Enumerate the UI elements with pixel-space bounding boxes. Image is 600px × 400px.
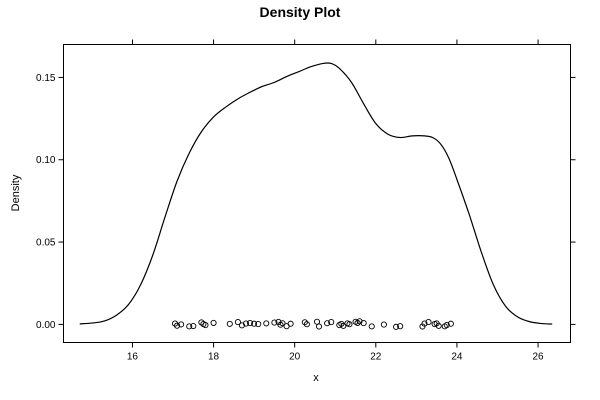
rug-point: [346, 321, 353, 328]
rug-point: [443, 321, 450, 329]
rug-point: [210, 319, 217, 326]
rug-point: [447, 320, 454, 327]
x-tick-label: 26: [532, 352, 544, 363]
rug-point: [255, 321, 262, 328]
rug-point: [178, 321, 185, 328]
rug-point: [397, 323, 404, 330]
rug-points: [171, 318, 454, 330]
x-tick-label: 20: [289, 352, 301, 363]
rug-point: [360, 320, 367, 327]
y-tick-label: 0.15: [36, 73, 56, 84]
plot-frame: [63, 44, 571, 343]
chart-title: Density Plot: [260, 4, 341, 20]
x-axis: 16 18 20 22 24 26: [127, 39, 544, 363]
rug-point: [190, 322, 197, 330]
density-curve: [79, 62, 553, 325]
y-axis: 0.00 0.05 0.10 0.15: [36, 73, 576, 331]
x-axis-label: x: [313, 372, 319, 384]
x-tick-label: 24: [451, 352, 463, 363]
rug-point: [315, 323, 323, 330]
y-tick-label: 0.10: [36, 155, 56, 166]
rug-point: [263, 320, 270, 327]
y-tick-label: 0.05: [36, 238, 56, 249]
rug-point: [279, 320, 286, 327]
x-tick-label: 18: [208, 352, 220, 363]
rug-point: [202, 321, 209, 329]
rug-point: [380, 321, 387, 328]
rug-point: [393, 323, 400, 330]
rug-point: [247, 320, 254, 327]
y-tick-label: 0.00: [36, 320, 56, 331]
rug-point: [287, 320, 294, 327]
rug-point: [174, 322, 181, 329]
rug-point: [303, 321, 310, 328]
rug-point: [425, 319, 432, 326]
rug-point: [368, 323, 375, 330]
rug-point: [234, 319, 241, 326]
rug-point: [338, 320, 345, 327]
x-tick-label: 16: [127, 352, 139, 363]
rug-point: [226, 320, 233, 327]
rug-point: [251, 320, 258, 327]
rug-point: [328, 319, 335, 326]
rug-point: [435, 322, 442, 329]
rug-point: [301, 319, 308, 326]
y-axis-label: Density: [10, 174, 22, 211]
rug-point: [186, 323, 193, 330]
rug-point: [421, 320, 428, 327]
x-tick-label: 22: [370, 352, 382, 363]
rug-point: [324, 320, 331, 327]
rug-point: [242, 320, 250, 327]
rug-point: [271, 319, 278, 326]
